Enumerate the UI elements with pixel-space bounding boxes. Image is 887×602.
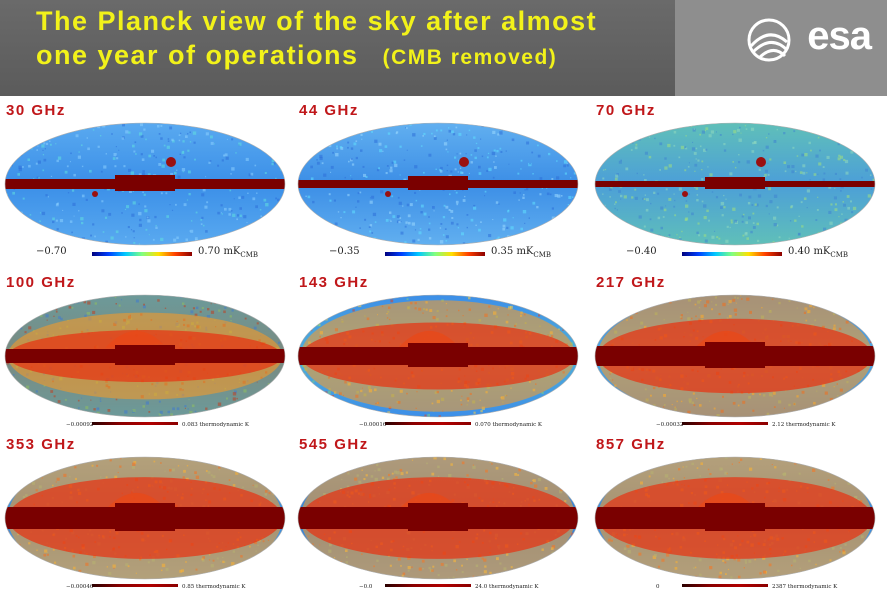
frequency-label: 857 GHz: [596, 436, 666, 453]
frequency-label: 30 GHz: [6, 102, 66, 119]
color-scale: −0.40 0.40 mKCMB: [590, 246, 880, 262]
scale-max-label: 0.070 thermodynamic K: [475, 422, 543, 428]
frequency-label: 143 GHz: [299, 274, 369, 291]
color-scale-bar: [385, 252, 485, 256]
mollweide-sky-map: [297, 294, 579, 418]
scale-min-label: −0.00092: [66, 422, 94, 428]
mollweide-sky-map: [4, 294, 286, 418]
scale-min-label: −0.00016: [359, 422, 387, 428]
scale-unit-subscript: CMB: [830, 251, 849, 259]
header-banner: The Planck view of the sky after almost …: [0, 0, 887, 96]
sky-map-panel: 217 GHz −0.00032 2.12 thermodynamic K: [590, 272, 880, 440]
scale-max-label: 2.12 thermodynamic K: [772, 422, 836, 428]
color-scale-bar: [682, 584, 768, 587]
scale-unit-subscript: CMB: [240, 251, 259, 259]
frequency-label: 217 GHz: [596, 274, 666, 291]
color-scale: −0.00046 0.85 thermodynamic K: [0, 580, 290, 596]
mollweide-sky-map: [4, 456, 286, 580]
frequency-label: 100 GHz: [6, 274, 76, 291]
frequency-label: 44 GHz: [299, 102, 359, 119]
frequency-label: 545 GHz: [299, 436, 369, 453]
scale-max-label: 0.083 thermodynamic K: [182, 422, 250, 428]
sky-map-panel: 70 GHz −0.40 0.40 mKCMB: [590, 100, 880, 268]
scale-min-label: −0.00032: [656, 422, 684, 428]
mollweide-sky-map: [594, 456, 876, 580]
esa-swirl-icon: [747, 18, 791, 62]
frequency-label: 353 GHz: [6, 436, 76, 453]
scale-min-label: −0.70: [36, 246, 67, 257]
page-title-line-2-text: one year of operations: [36, 40, 359, 70]
scale-max-label: 24.0 thermodynamic K: [475, 584, 539, 590]
scale-min-label: −0.35: [329, 246, 360, 257]
scale-max-value: 0.35 mK: [491, 246, 534, 257]
page-title-note: (CMB removed): [382, 46, 558, 69]
color-scale-bar: [682, 252, 782, 256]
mollweide-sky-map: [594, 122, 876, 246]
scale-min-label: −0.40: [626, 246, 657, 257]
color-scale: −0.00032 2.12 thermodynamic K: [590, 418, 880, 434]
scale-unit-subscript: CMB: [533, 251, 552, 259]
scale-max-value: 0.40 mK: [788, 246, 831, 257]
mollweide-sky-map: [594, 294, 876, 418]
color-scale-bar: [92, 584, 178, 587]
sky-map-panel: 545 GHz −0.0 24.0 thermodynamic K: [293, 434, 583, 602]
sky-map-panel: 857 GHz 0 2387 thermodynamic K: [590, 434, 880, 602]
color-scale: −0.70 0.70 mKCMB: [0, 246, 290, 262]
scale-min-label: −0.00046: [66, 584, 94, 590]
color-scale: −0.00092 0.083 thermodynamic K: [0, 418, 290, 434]
scale-min-label: 0: [656, 584, 660, 590]
color-scale: −0.0 24.0 thermodynamic K: [293, 580, 583, 596]
color-scale-bar: [682, 422, 768, 425]
esa-logo-text: esa: [807, 14, 872, 58]
color-scale-bar: [385, 584, 471, 587]
page-title-line-2: one year of operations (CMB removed): [36, 40, 557, 71]
color-scale-bar: [92, 422, 178, 425]
sky-map-panel: 100 GHz −0.00092 0.083 thermodynamic K: [0, 272, 290, 440]
sky-map-panel: 30 GHz −0.70 0.70 mKCMB: [0, 100, 290, 268]
color-scale: −0.00016 0.070 thermodynamic K: [293, 418, 583, 434]
scale-max-label: 0.85 thermodynamic K: [182, 584, 246, 590]
color-scale: 0 2387 thermodynamic K: [590, 580, 880, 596]
scale-max-value: 0.70 mK: [198, 246, 241, 257]
sky-map-panel: 353 GHz −0.00046 0.85 thermodynamic K: [0, 434, 290, 602]
sky-map-panel: 44 GHz −0.35 0.35 mKCMB: [293, 100, 583, 268]
sky-map-panel: 143 GHz −0.00016 0.070 thermodynamic K: [293, 272, 583, 440]
frequency-label: 70 GHz: [596, 102, 656, 119]
logo-panel: esa: [675, 0, 887, 96]
color-scale-bar: [92, 252, 192, 256]
scale-max-label: 0.35 mKCMB: [491, 246, 551, 259]
mollweide-sky-map: [297, 122, 579, 246]
mollweide-sky-map: [297, 456, 579, 580]
scale-max-label: 0.70 mKCMB: [198, 246, 258, 259]
mollweide-sky-map: [4, 122, 286, 246]
page-title-line-1: The Planck view of the sky after almost: [36, 6, 598, 36]
color-scale-bar: [385, 422, 471, 425]
scale-min-label: −0.0: [359, 584, 373, 590]
color-scale: −0.35 0.35 mKCMB: [293, 246, 583, 262]
scale-max-label: 0.40 mKCMB: [788, 246, 848, 259]
scale-max-label: 2387 thermodynamic K: [772, 584, 838, 590]
